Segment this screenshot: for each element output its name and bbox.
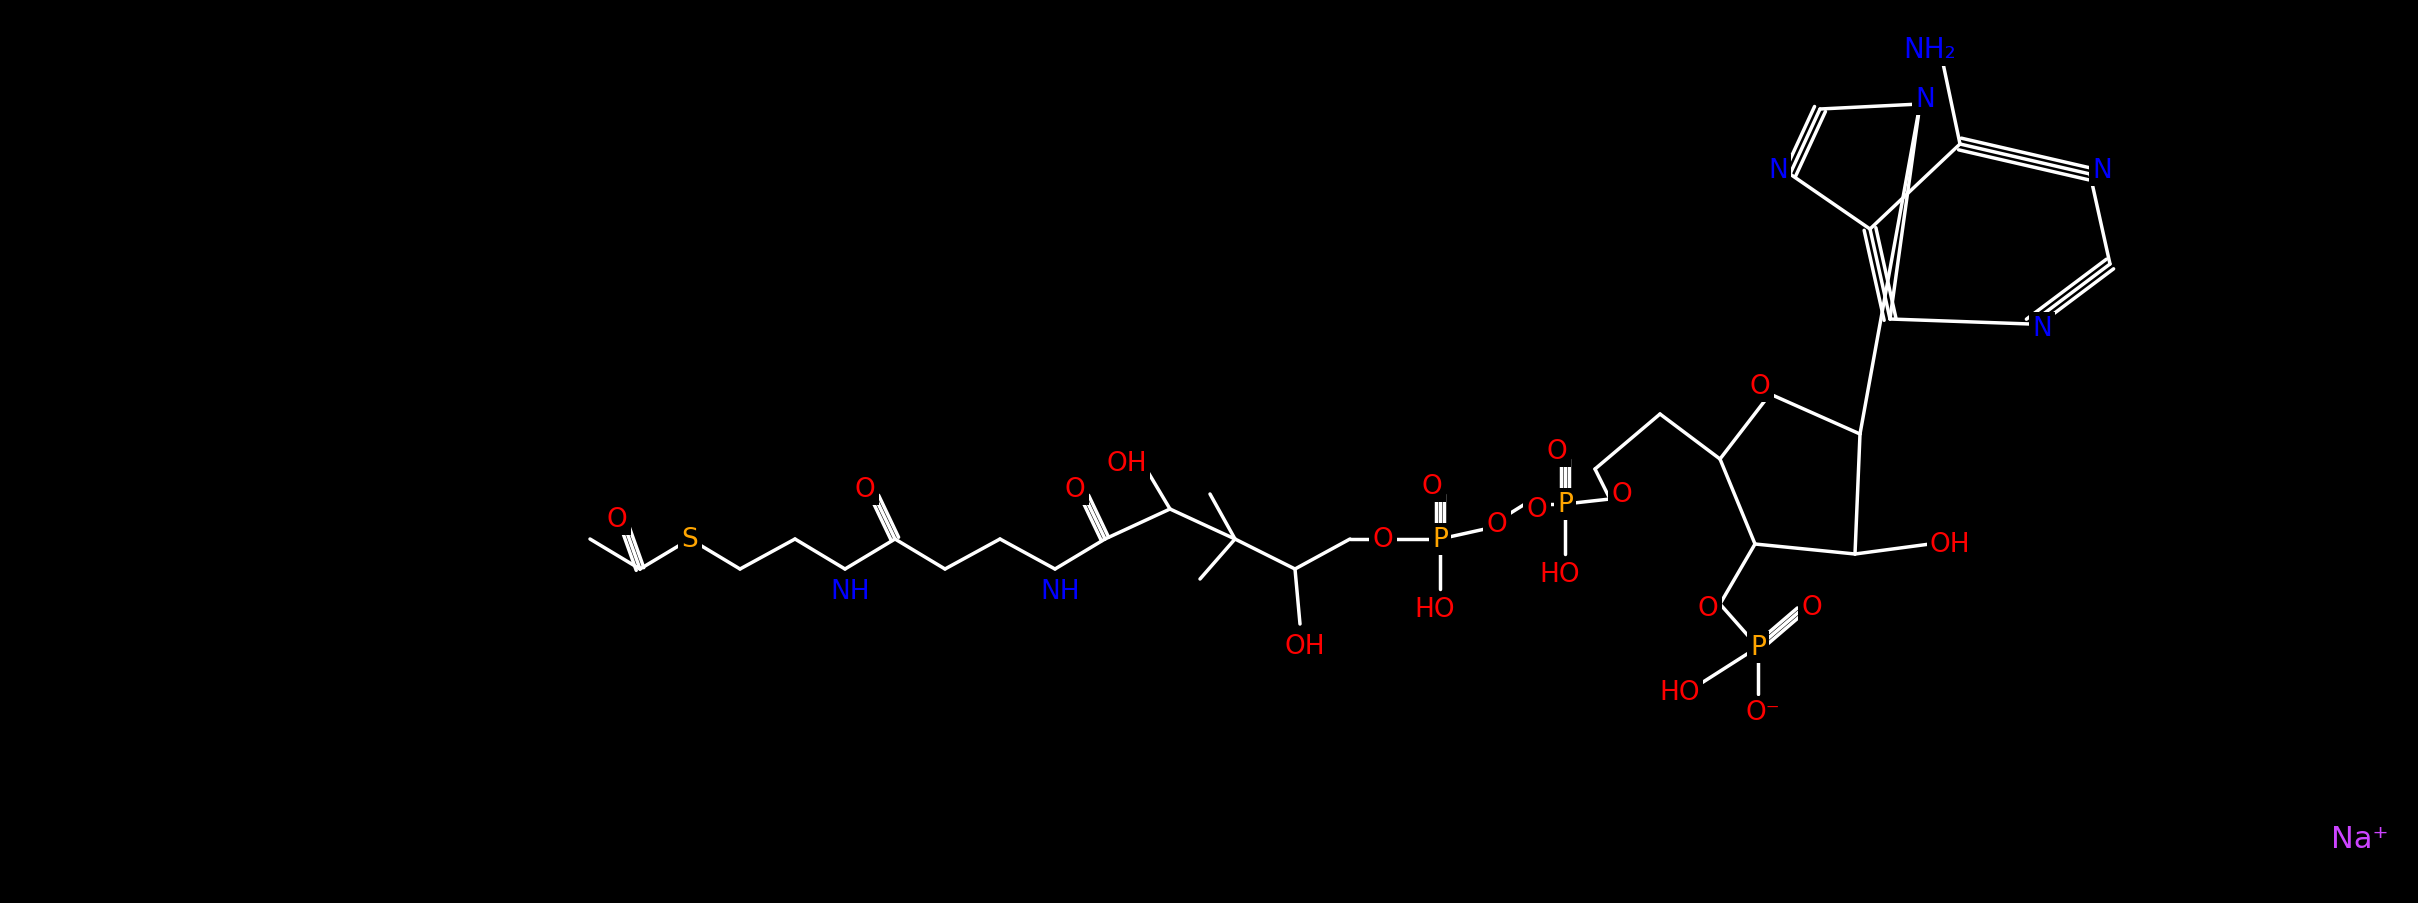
- Text: O: O: [1548, 439, 1567, 464]
- Text: O: O: [1422, 473, 1444, 499]
- Text: OH: OH: [1284, 633, 1325, 659]
- Text: N: N: [1768, 158, 1787, 184]
- Text: HO: HO: [1415, 596, 1456, 622]
- Text: Na⁺: Na⁺: [2331, 824, 2389, 853]
- Text: N: N: [2092, 158, 2111, 184]
- Text: P: P: [1431, 526, 1448, 553]
- Text: O: O: [1697, 595, 1719, 621]
- Text: OH: OH: [1930, 531, 1971, 557]
- Text: O: O: [607, 507, 626, 533]
- Text: HO: HO: [1659, 679, 1700, 705]
- Text: O: O: [1751, 374, 1770, 399]
- Text: NH₂: NH₂: [1903, 36, 1956, 64]
- Text: O: O: [1801, 594, 1823, 620]
- Text: O: O: [1487, 511, 1506, 537]
- Text: OH: OH: [1107, 451, 1146, 477]
- Text: P: P: [1751, 634, 1765, 660]
- Text: O: O: [1373, 526, 1393, 553]
- Text: O: O: [1613, 481, 1632, 507]
- Text: O: O: [1064, 477, 1086, 502]
- Text: O: O: [854, 477, 875, 502]
- Text: O: O: [1526, 497, 1548, 523]
- Text: N: N: [1915, 87, 1934, 113]
- Text: O⁻: O⁻: [1746, 699, 1780, 725]
- Text: NH: NH: [829, 578, 870, 604]
- Text: N: N: [2031, 316, 2053, 341]
- Text: P: P: [1557, 491, 1574, 517]
- Text: HO: HO: [1540, 562, 1581, 587]
- Text: NH: NH: [1040, 578, 1081, 604]
- Text: S: S: [682, 526, 699, 553]
